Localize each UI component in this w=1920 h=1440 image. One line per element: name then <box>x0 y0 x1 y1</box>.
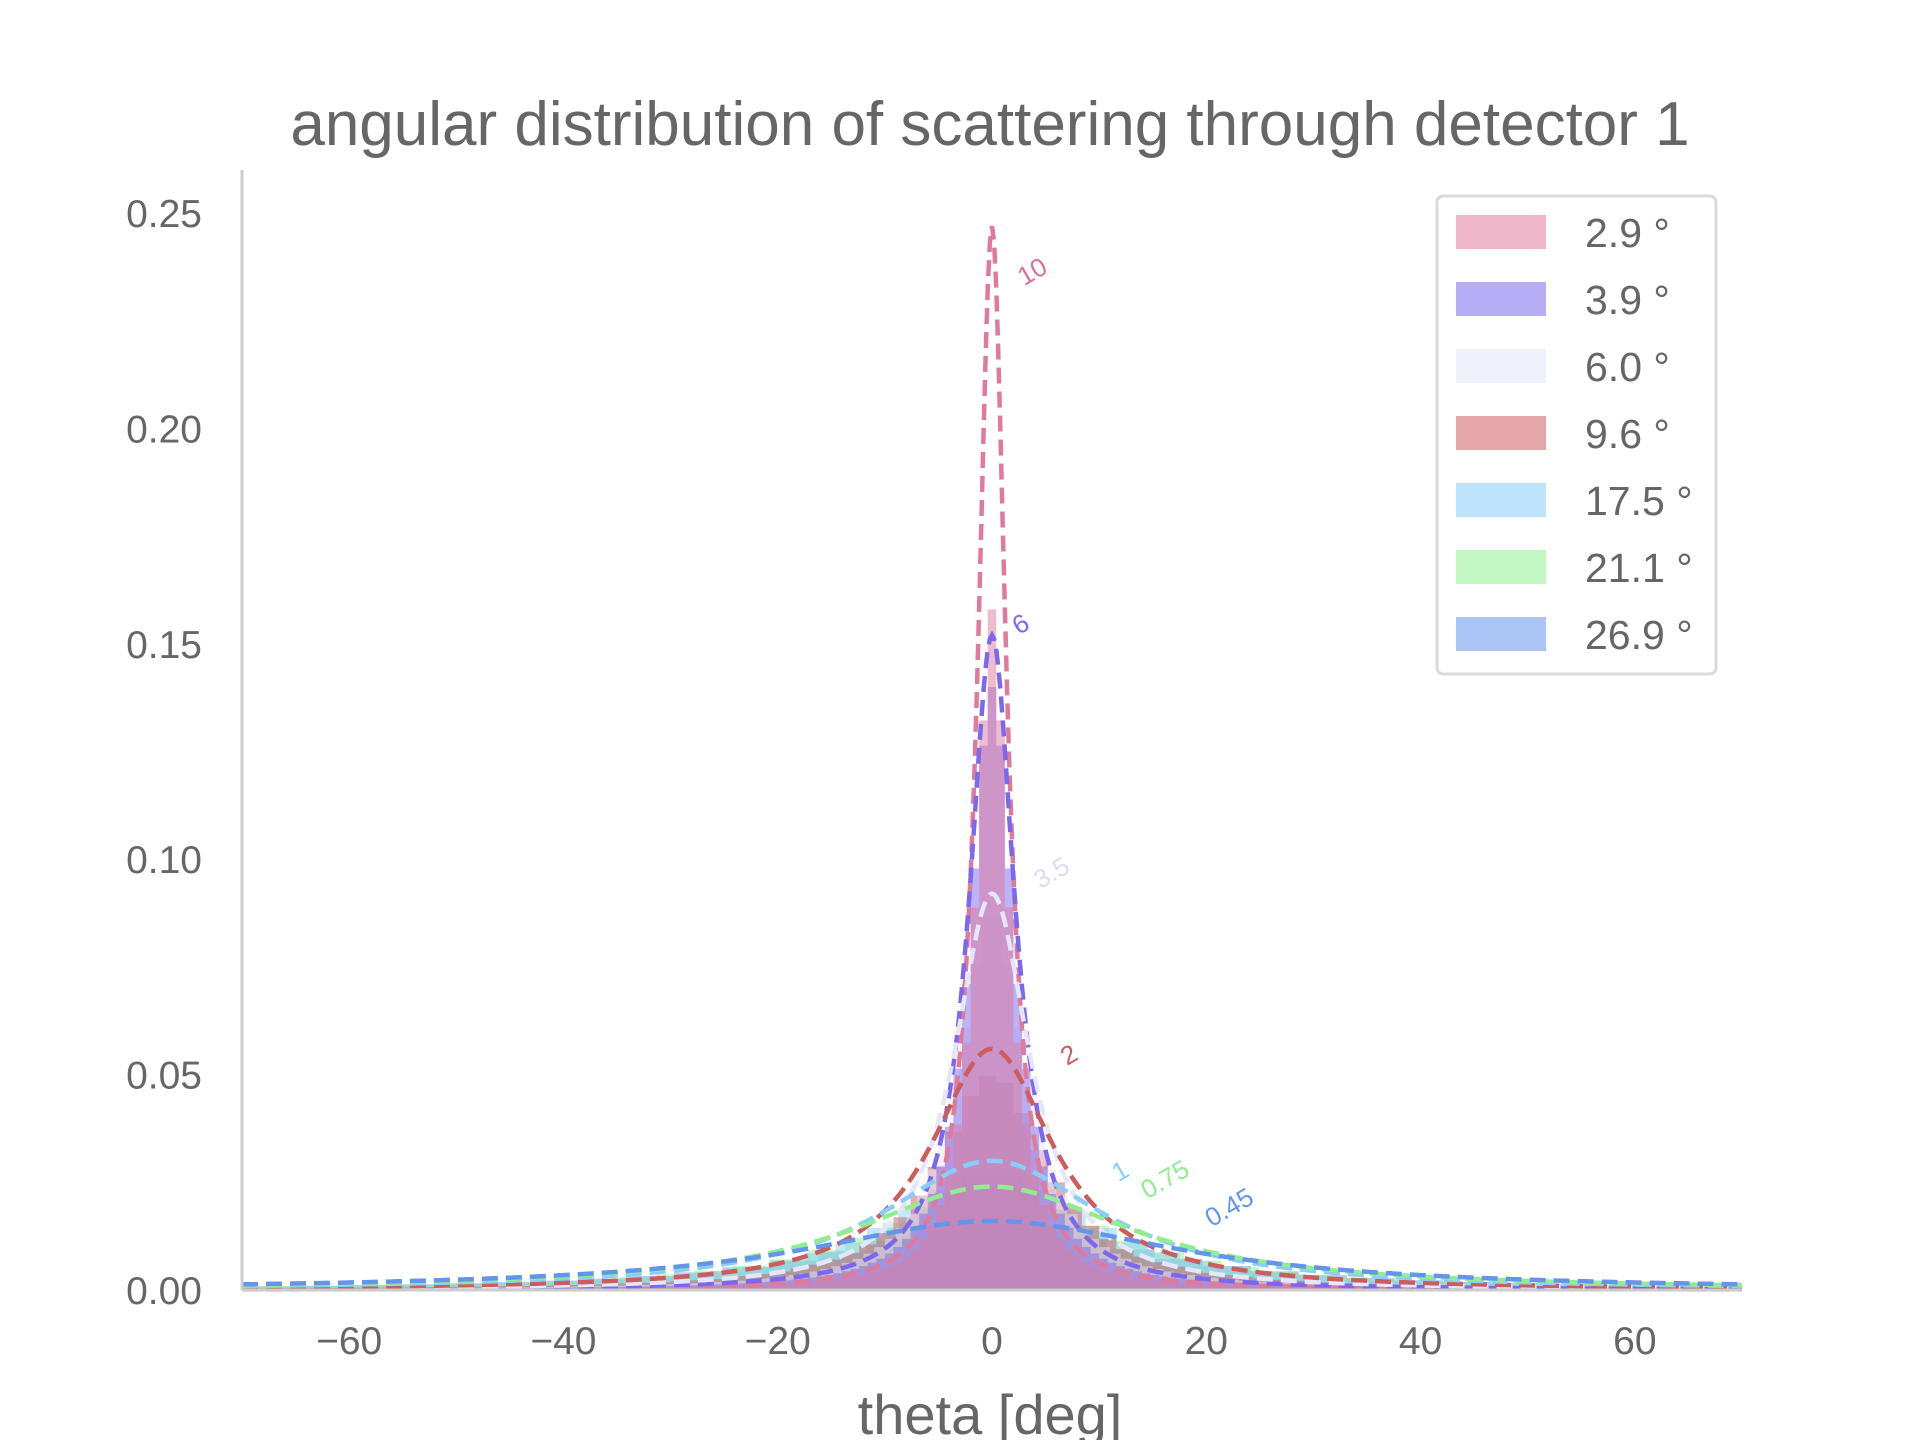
x-tick-label: −60 <box>316 1320 382 1363</box>
legend-swatch-6-0 <box>1456 349 1546 383</box>
histogram-2-9 <box>242 609 1742 1290</box>
y-tick-label: 0.20 <box>126 408 202 451</box>
legend: 2.9 ° 3.9 ° 6.0 ° 9.6 ° 17.5 ° 21.1 ° 26.9 ° <box>1435 194 1718 676</box>
legend-label-2-9: 2.9 ° <box>1585 210 1670 256</box>
legend-swatch-2-9 <box>1456 215 1546 249</box>
x-tick-label: 0 <box>981 1320 1003 1363</box>
x-tick-label: 20 <box>1185 1320 1228 1363</box>
y-tick-label: 0.15 <box>126 624 202 667</box>
curve-annotation-3-5: 3.5 <box>1028 851 1074 895</box>
legend-swatch-17-5 <box>1456 483 1546 517</box>
curve-annotation-10: 10 <box>1012 251 1052 291</box>
legend-label-3-9: 3.9 ° <box>1585 277 1670 323</box>
y-tick-label: 0.10 <box>126 839 202 882</box>
x-tick-label: −40 <box>530 1320 596 1363</box>
legend-swatch-21-1 <box>1456 550 1546 584</box>
legend-label-6-0: 6.0 ° <box>1585 344 1670 390</box>
curve-annotation-2: 2 <box>1055 1038 1083 1071</box>
legend-swatch-9-6 <box>1456 416 1546 450</box>
legend-label-26-9: 26.9 ° <box>1585 612 1693 658</box>
curve-annotation-0-45: 0.45 <box>1200 1181 1259 1232</box>
curve-annotation-1: 1 <box>1106 1154 1134 1187</box>
legend-label-21-1: 21.1 ° <box>1585 545 1693 591</box>
plot-area: 10 6 3.5 2 1 0.750.45 <box>241 225 1743 1292</box>
x-tick-label: −20 <box>745 1320 811 1363</box>
legend-swatch-3-9 <box>1456 282 1546 316</box>
legend-label-9-6: 9.6 ° <box>1585 411 1670 457</box>
legend-label-17-5: 17.5 ° <box>1585 478 1693 524</box>
x-tick-label: 40 <box>1399 1320 1442 1363</box>
y-tick-label: 0.25 <box>126 193 202 236</box>
curve-annotation-0-75: 0.75 <box>1135 1153 1194 1204</box>
chart-title: angular distribution of scattering throu… <box>290 90 1689 159</box>
fit-curve-9-6 <box>242 1046 1742 1290</box>
curve-annotation-6: 6 <box>1007 607 1035 640</box>
axes: −60 −40 −20 0 20 40 60 0.00 0.05 0.10 0.15 0.20 0.25 <box>126 170 1742 1363</box>
y-tick-label: 0.05 <box>126 1055 202 1098</box>
fit-curve-26-9 <box>242 1218 1742 1287</box>
x-axis-label: theta [deg] <box>858 1383 1123 1440</box>
y-tick-label: 0.00 <box>126 1270 202 1313</box>
legend-swatch-26-9 <box>1456 617 1546 651</box>
x-tick-label: 60 <box>1613 1320 1656 1363</box>
